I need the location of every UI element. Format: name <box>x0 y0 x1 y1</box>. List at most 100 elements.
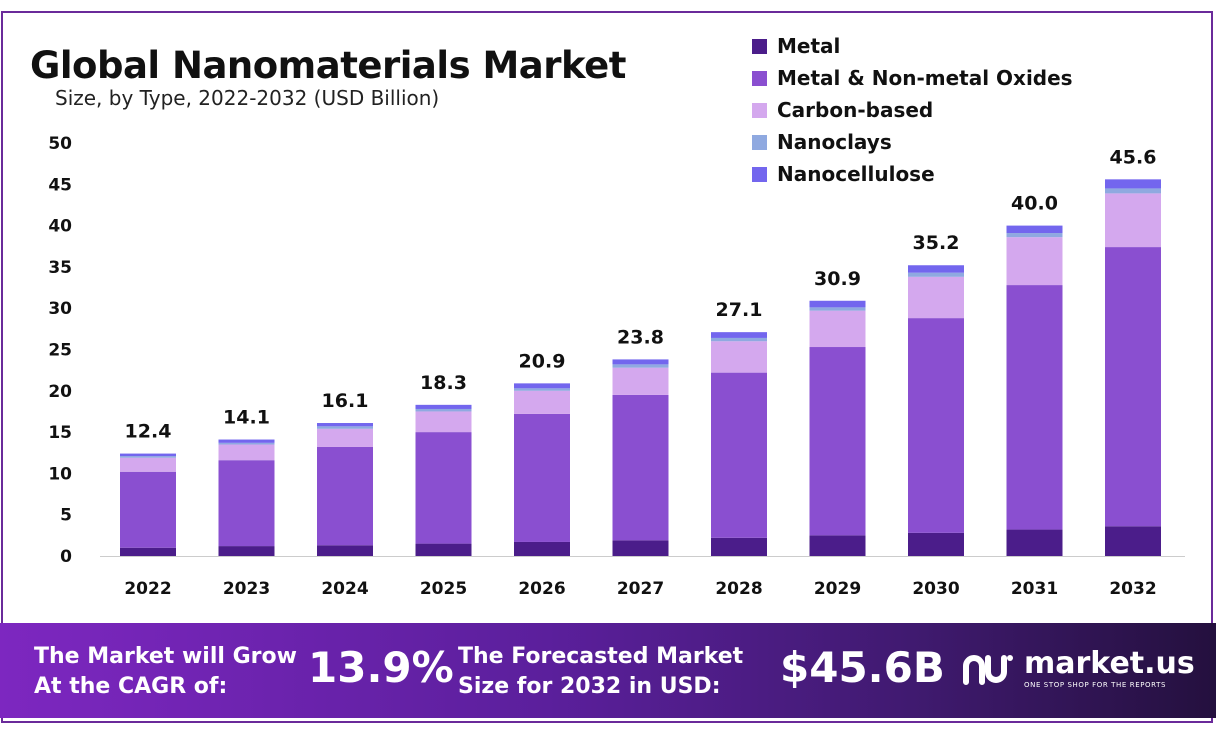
brand-logo[interactable]: market.us ONE STOP SHOP FOR THE REPORTS <box>962 649 1195 689</box>
legend-item-metal-and-non-metal-oxides: Metal & Non-metal Oxides <box>752 62 1073 94</box>
bar-segment-metal-2031 <box>1006 529 1063 556</box>
brand-name: market.us <box>1024 646 1195 681</box>
bar-total-label-2022: 12.4 <box>125 421 172 443</box>
y-tick-label: 10 <box>48 464 72 484</box>
bar-segment-nanocellulose-2026 <box>514 383 570 389</box>
legend-label: Nanocellulose <box>777 162 935 186</box>
bar-segment-nanocellulose-2023 <box>218 439 275 443</box>
bar-segment-nanoclays-2025 <box>415 408 472 412</box>
y-tick-label: 30 <box>48 299 72 319</box>
bar-segment-nanocellulose-2029 <box>809 300 866 308</box>
y-tick-label: 0 <box>60 547 72 567</box>
x-tick-label-2032: 2032 <box>1109 579 1156 599</box>
y-tick-label: 15 <box>48 423 72 443</box>
legend-item-nanocellulose: Nanocellulose <box>752 158 1073 190</box>
chart-subtitle: Size, by Type, 2022-2032 (USD Billion) <box>55 86 440 110</box>
bar-segment-nanoclays-2028 <box>711 337 767 342</box>
bar-segment-metal-and-non-metal-oxides-2022 <box>120 471 176 548</box>
forecast-caption: The Forecasted Market Size for 2032 in U… <box>458 642 743 702</box>
bar-segment-metal-and-non-metal-oxides-2026 <box>514 413 570 542</box>
bar-segment-nanocellulose-2027 <box>612 359 669 365</box>
bar-total-label-2023: 14.1 <box>223 407 270 429</box>
cagr-caption-line2: At the CAGR of: <box>34 674 228 699</box>
legend-label: Nanoclays <box>777 130 892 154</box>
bar-segment-nanocellulose-2022 <box>120 453 176 457</box>
bar-segment-nanocellulose-2024 <box>317 423 373 427</box>
x-tick-label-2028: 2028 <box>715 579 762 599</box>
bar-segment-carbon-based-2030 <box>908 276 964 319</box>
bar-segment-metal-and-non-metal-oxides-2031 <box>1006 285 1063 530</box>
bar-segment-nanoclays-2024 <box>317 426 373 429</box>
bar-segment-carbon-based-2023 <box>218 444 275 461</box>
legend-swatch-nanoclays <box>752 134 767 150</box>
summary-banner: The Market will Grow At the CAGR of: 13.… <box>0 623 1216 718</box>
bar-total-label-2031: 40.0 <box>1011 193 1058 215</box>
bar-total-label-2024: 16.1 <box>322 390 369 412</box>
bar-segment-metal-2023 <box>218 546 275 556</box>
bar-segment-metal-and-non-metal-oxides-2029 <box>809 347 866 536</box>
bar-segment-metal-and-non-metal-oxides-2025 <box>415 432 472 544</box>
legend-swatch-metal <box>752 38 767 54</box>
bar-segment-nanoclays-2023 <box>218 442 275 445</box>
x-tick-label-2031: 2031 <box>1011 579 1058 599</box>
legend-item-nanoclays: Nanoclays <box>752 126 1073 158</box>
bar-segment-carbon-based-2031 <box>1006 237 1063 286</box>
bar-segment-metal-and-non-metal-oxides-2027 <box>612 394 669 541</box>
bar-segment-metal-2027 <box>612 540 669 556</box>
bar-segment-nanocellulose-2031 <box>1006 225 1063 234</box>
bar-total-label-2028: 27.1 <box>716 299 763 321</box>
bar-segment-nanoclays-2022 <box>120 456 176 458</box>
bar-segment-nanocellulose-2030 <box>908 265 964 273</box>
legend-label: Metal <box>777 34 841 58</box>
stacked-bar-chart: 0510152025303540455012.4202214.1202316.1… <box>48 134 1185 599</box>
y-tick-label: 5 <box>60 506 72 526</box>
y-tick-label: 35 <box>48 258 72 278</box>
bar-total-label-2029: 30.9 <box>814 268 861 290</box>
x-tick-label-2027: 2027 <box>617 579 664 599</box>
chart-legend: Metal Metal & Non-metal Oxides Carbon-base… <box>752 30 1073 190</box>
cagr-caption-line1: The Market will Grow <box>34 644 297 669</box>
bar-segment-metal-and-non-metal-oxides-2024 <box>317 446 373 546</box>
bar-segment-metal-2025 <box>415 543 472 556</box>
bar-segment-nanocellulose-2028 <box>711 332 767 338</box>
bar-segment-nanoclays-2027 <box>612 364 669 368</box>
bar-segment-metal-2024 <box>317 545 373 556</box>
brand-tagline: ONE STOP SHOP FOR THE REPORTS <box>1024 681 1167 689</box>
bar-segment-metal-and-non-metal-oxides-2030 <box>908 318 964 533</box>
y-tick-label: 50 <box>48 134 72 154</box>
bar-segment-metal-2028 <box>711 537 767 556</box>
legend-item-metal: Metal <box>752 30 1073 62</box>
legend-label: Carbon-based <box>777 98 934 122</box>
bar-segment-carbon-based-2024 <box>317 428 373 447</box>
x-tick-label-2023: 2023 <box>223 579 270 599</box>
bar-segment-carbon-based-2026 <box>514 390 570 414</box>
legend-swatch-nanocellulose <box>752 166 767 182</box>
legend-label: Metal & Non-metal Oxides <box>777 66 1073 90</box>
bar-segment-carbon-based-2022 <box>120 457 176 472</box>
bar-segment-nanoclays-2029 <box>809 307 866 311</box>
bar-segment-nanoclays-2032 <box>1105 188 1161 194</box>
x-tick-label-2022: 2022 <box>124 579 171 599</box>
forecast-caption-line1: The Forecasted Market <box>458 644 744 669</box>
legend-swatch-metal-and-non-metal-oxides <box>752 70 767 86</box>
bar-segment-metal-2030 <box>908 532 964 556</box>
bar-segment-metal-and-non-metal-oxides-2023 <box>218 460 275 547</box>
x-tick-label-2024: 2024 <box>321 579 368 599</box>
bar-total-label-2032: 45.6 <box>1110 146 1157 168</box>
cagr-caption: The Market will Grow At the CAGR of: <box>34 642 297 702</box>
bar-segment-metal-2026 <box>514 541 570 556</box>
market-us-logo-icon <box>963 655 1013 685</box>
bar-total-label-2026: 20.9 <box>519 350 566 372</box>
bar-segment-carbon-based-2028 <box>711 341 767 373</box>
x-tick-label-2026: 2026 <box>518 579 565 599</box>
legend-item-carbon-based: Carbon-based <box>752 94 1073 126</box>
chart-title: Global Nanomaterials Market <box>30 44 626 87</box>
bar-segment-nanoclays-2026 <box>514 388 570 391</box>
y-tick-label: 25 <box>48 341 72 361</box>
bar-total-label-2027: 23.8 <box>617 326 664 348</box>
bar-total-label-2030: 35.2 <box>913 232 960 254</box>
bar-segment-metal-2022 <box>120 547 176 556</box>
forecast-caption-line2: Size for 2032 in USD: <box>458 674 721 699</box>
bar-segment-nanoclays-2030 <box>908 272 964 277</box>
bar-segment-metal-2032 <box>1105 526 1161 556</box>
